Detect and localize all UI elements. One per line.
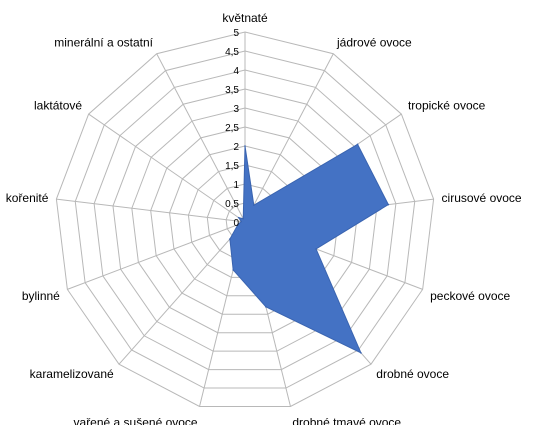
series-point xyxy=(360,352,362,354)
tick-label: 4 xyxy=(233,66,239,77)
grid-ring xyxy=(74,50,416,389)
grid-ring xyxy=(93,69,397,371)
series-point xyxy=(240,220,243,223)
series-point xyxy=(237,223,239,226)
tick-label: 2 xyxy=(233,142,239,153)
category-label: minerální a ostatní xyxy=(54,36,153,50)
category-label: laktátové xyxy=(34,99,82,113)
series-area xyxy=(229,143,390,354)
tick-label: 3,5 xyxy=(225,85,239,96)
series-point xyxy=(253,204,255,206)
category-label: kořenité xyxy=(6,191,49,205)
category-label: květnaté xyxy=(222,11,268,25)
category-label: vařené a sušené ovoce xyxy=(74,415,198,425)
grid-spoke xyxy=(244,53,334,223)
radar-series xyxy=(229,143,390,354)
tick-label: 5 xyxy=(233,28,239,39)
tick-label: 2,5 xyxy=(225,123,239,134)
grid-spoke xyxy=(156,53,246,223)
series-point xyxy=(356,143,359,146)
category-label: karamelizované xyxy=(30,367,114,381)
series-point xyxy=(232,269,234,271)
category-label: drobné tmavé ovoce xyxy=(292,415,401,425)
grid-ring xyxy=(55,31,435,407)
series-point xyxy=(244,145,246,147)
series-point xyxy=(237,216,240,219)
category-label: tropické ovoce xyxy=(408,99,486,113)
tick-label: 4,5 xyxy=(225,47,239,58)
series-point xyxy=(242,217,245,220)
series-point xyxy=(387,203,390,206)
tick-label: 0 xyxy=(233,218,239,229)
tick-label: 1 xyxy=(233,180,239,191)
radial-tick-labels: 0 0,5 1 1,5 2 2,5 3 3,5 4 4,5 5 xyxy=(225,28,239,229)
tick-label: 1,5 xyxy=(225,161,239,172)
series-point xyxy=(265,306,267,308)
category-label: jádrové ovoce xyxy=(336,36,412,50)
grid-spoke xyxy=(56,198,246,223)
series-point xyxy=(229,238,231,240)
category-labels: květnaté jádrové ovoce tropické ovoce cirus… xyxy=(6,11,522,425)
tick-label: 0,5 xyxy=(225,199,239,210)
tick-label: 3 xyxy=(233,104,239,115)
category-label: drobné ovoce xyxy=(376,367,449,381)
grid-spoke xyxy=(118,221,246,365)
grid-spoke xyxy=(67,221,246,290)
grid-spoke xyxy=(88,113,246,223)
category-label: peckové ovoce xyxy=(430,289,510,303)
category-label: bylinné xyxy=(22,289,60,303)
category-label: cirusové ovoce xyxy=(442,191,522,205)
series-point xyxy=(315,248,317,250)
